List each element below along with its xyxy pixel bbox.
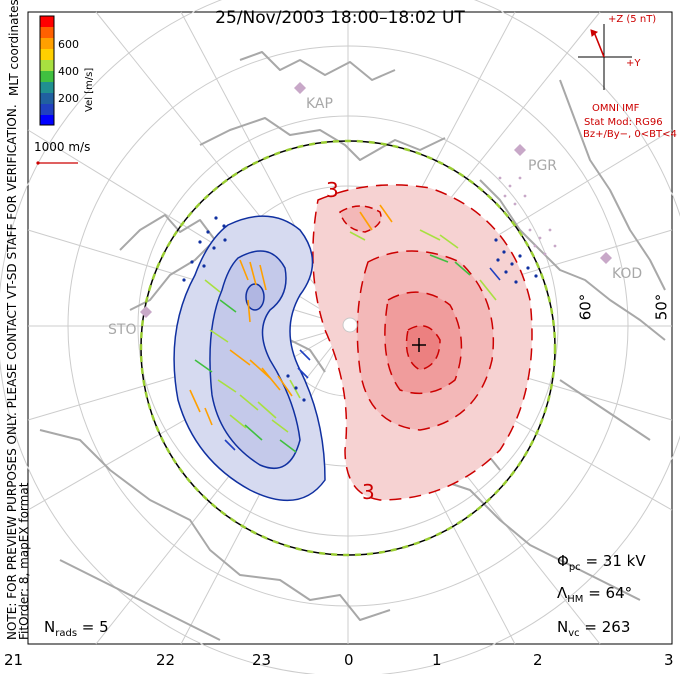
- colorbar-tick-600: 600: [58, 38, 79, 51]
- pole-marker: [342, 317, 358, 333]
- hm-boundary-latitude: ΛHM = 64°: [557, 584, 633, 605]
- velocity-colorbar: [39, 15, 55, 126]
- velocity-vectors: [189, 204, 501, 453]
- colorbar-tick-200: 200: [58, 92, 79, 105]
- plot-frame: [27, 11, 673, 645]
- imf-clock-dial: [578, 24, 632, 90]
- radar-count: Nrads = 5: [44, 618, 109, 639]
- contour-label-bottom: 3: [362, 480, 375, 504]
- vector-count: Nvc = 263: [557, 618, 631, 639]
- stat-model-params: Bz+/By−, 0<BT<4: [583, 129, 677, 140]
- colorbar-label: Vel [m/s]: [84, 67, 95, 112]
- colorbar-tick-400: 400: [58, 65, 79, 78]
- imf-y-label: +Y: [626, 58, 641, 69]
- polar-cap-potential: Φpc = 31 kV: [557, 552, 646, 573]
- imf-z-label: +Z (5 nT): [608, 14, 657, 25]
- site-label-pgr: PGR: [528, 158, 558, 174]
- contour-label-top: 3: [326, 178, 339, 202]
- mlt-label-21: 21: [4, 651, 24, 669]
- mlt-coordinates-label: MLT coordinates: [7, 0, 21, 96]
- latitude-label-60: 60°: [576, 293, 595, 321]
- site-label-sto: STO: [108, 322, 137, 338]
- mlt-label-0: 0: [344, 651, 354, 669]
- mlt-label-23: 23: [252, 651, 272, 669]
- mlt-label-22: 22: [156, 651, 176, 669]
- stat-model-label: Stat Mod: RG96: [584, 117, 663, 128]
- site-label-kap: KAP: [306, 96, 333, 112]
- low-velocity-points: [182, 216, 538, 402]
- site-markers: [140, 82, 612, 318]
- imf-source-label: OMNI IMF: [592, 103, 640, 114]
- mlt-label-1: 1: [432, 651, 442, 669]
- site-label-kod: KOD: [612, 266, 643, 282]
- radar-field-of-view-dots: [498, 176, 557, 256]
- mlt-label-2: 2: [533, 651, 543, 669]
- latitude-label-50: 50°: [652, 293, 671, 321]
- mlt-label-3: 3: [664, 651, 674, 669]
- positive-potential-cell: [312, 184, 533, 501]
- negative-potential-cell: [173, 215, 326, 502]
- fit-order-note: FitOrder: 8, mapEX format: [17, 482, 31, 640]
- vector-scale-label: 1000 m/s: [34, 140, 91, 154]
- map-title: 25/Nov/2003 18:00–18:02 UT: [215, 8, 465, 28]
